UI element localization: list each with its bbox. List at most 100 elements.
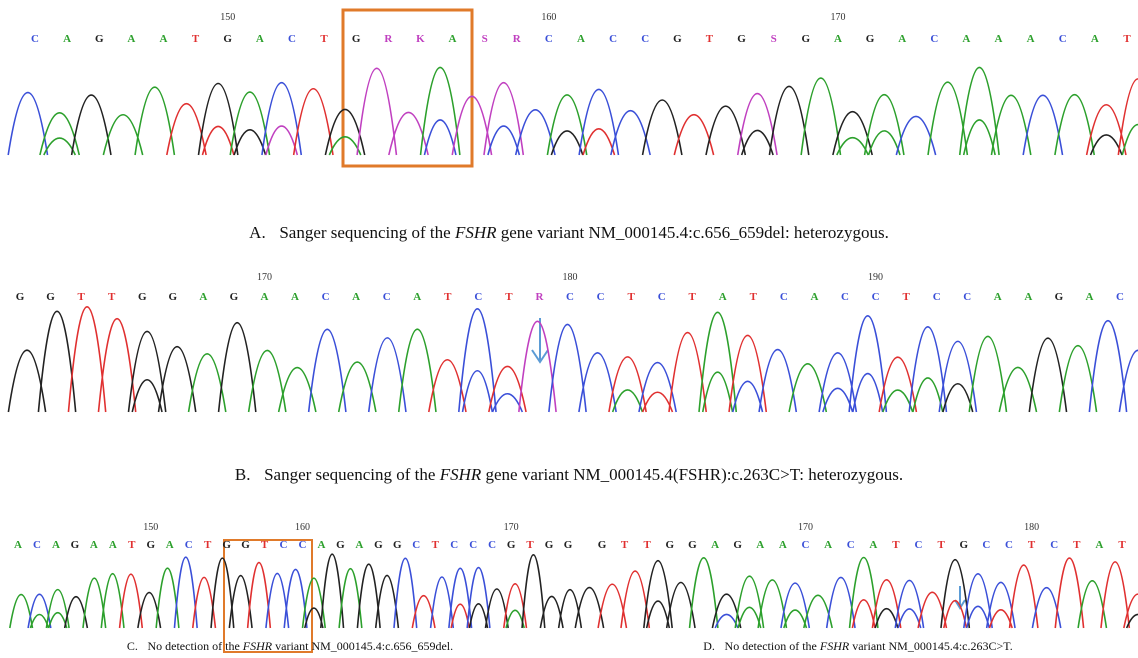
base-letter: R (513, 33, 522, 45)
base-letter: C (383, 291, 391, 303)
position-number: 170 (830, 12, 845, 23)
base-letter: C (185, 539, 193, 551)
base-letter: G (16, 291, 25, 303)
base-letter: G (374, 539, 383, 551)
base-letter: S (482, 33, 488, 45)
peak (784, 610, 807, 628)
base-letter: C (1050, 539, 1058, 551)
base-letter: A (1024, 291, 1032, 303)
base-letter: A (1091, 33, 1099, 45)
base-letter: A (824, 539, 832, 551)
peak (742, 130, 773, 155)
peak (49, 613, 67, 628)
caption-label: A. (249, 223, 266, 242)
base-letter: A (317, 539, 325, 551)
base-letter: C (1059, 33, 1067, 45)
caption: D.No detection of the FSHR variant NM_00… (703, 639, 1012, 653)
peak (202, 126, 233, 155)
base-letter: A (291, 291, 299, 303)
base-letter: G (802, 33, 811, 45)
base-letter: C (322, 291, 330, 303)
caption-text: Sanger sequencing of the (279, 223, 455, 242)
base-letter: G (146, 539, 155, 551)
peak (1091, 135, 1122, 155)
peak (853, 374, 883, 412)
base-letter: T (892, 539, 900, 551)
base-letter: G (230, 291, 239, 303)
base-letter: A (1085, 291, 1093, 303)
caption-label: D. (703, 639, 715, 653)
base-letter: G (545, 539, 554, 551)
base-letter: G (507, 539, 516, 551)
peak (869, 131, 900, 155)
base-letter: A (166, 539, 174, 551)
position-number: 150 (220, 12, 235, 23)
peak (459, 309, 496, 412)
peak (733, 381, 763, 412)
base-letter: G (71, 539, 80, 551)
base-letter: A (127, 33, 135, 45)
peak (703, 372, 733, 412)
highlight-box (224, 540, 312, 652)
base-letter: C (31, 33, 39, 45)
base-letter: C (930, 33, 938, 45)
base-letter: C (288, 33, 296, 45)
caption: B.Sanger sequencing of the FSHR gene var… (235, 465, 903, 484)
base-letter: G (673, 33, 682, 45)
base-letter: A (834, 33, 842, 45)
base-letter: C (641, 33, 649, 45)
base-letter: C (780, 291, 788, 303)
base-letter: A (199, 291, 207, 303)
base-letter: T (204, 539, 212, 551)
base-letter: A (719, 291, 727, 303)
caption-text: Sanger sequencing of the (264, 465, 440, 484)
base-letter: G (393, 539, 402, 551)
base-letter: A (90, 539, 98, 551)
trace (8, 67, 1138, 155)
position-number: 170 (798, 522, 813, 533)
base-letter: A (355, 539, 363, 551)
base-letter: C (545, 33, 553, 45)
peak (489, 366, 526, 412)
position-number: 190 (868, 272, 883, 283)
base-letter: G (95, 33, 104, 45)
base-letter: C (1116, 291, 1124, 303)
base-letter: T (192, 33, 200, 45)
base-letter: A (577, 33, 585, 45)
base-letter: C (915, 539, 923, 551)
base-letter: A (810, 291, 818, 303)
peak (1118, 79, 1138, 155)
base-letter: A (256, 33, 264, 45)
peak (913, 378, 943, 412)
base-letter: G (222, 539, 231, 551)
peak (329, 137, 360, 155)
peak (990, 610, 1013, 628)
peak (823, 388, 853, 412)
base-letter: C (280, 539, 288, 551)
peak (1119, 350, 1138, 412)
peak (738, 607, 761, 628)
peak (305, 608, 323, 628)
peak (852, 600, 875, 628)
peak (647, 601, 670, 628)
peak (898, 609, 921, 628)
base-letter: T (1118, 539, 1126, 551)
base-letter: G (1055, 291, 1064, 303)
base-letter: K (416, 33, 425, 45)
base-letter: T (937, 539, 945, 551)
base-letter: A (711, 539, 719, 551)
base-letter: C (963, 291, 971, 303)
panel: GTTGGAGAACACATCTGCCTCTAT170180D.No detec… (575, 522, 1138, 653)
base-letter: T (644, 539, 652, 551)
base-letter: R (535, 291, 544, 303)
base-letter: A (995, 33, 1003, 45)
chromatogram-figure: CAGAATGACTGRKASRCACCGTGSGAGACAAACAT15016… (0, 0, 1138, 658)
base-letter: A (260, 291, 268, 303)
base-letter: T (444, 291, 452, 303)
base-letter: C (299, 539, 307, 551)
peak (266, 126, 297, 155)
base-letter: A (962, 33, 970, 45)
caption-label: C. (127, 639, 138, 653)
caption-label: B. (235, 465, 251, 484)
